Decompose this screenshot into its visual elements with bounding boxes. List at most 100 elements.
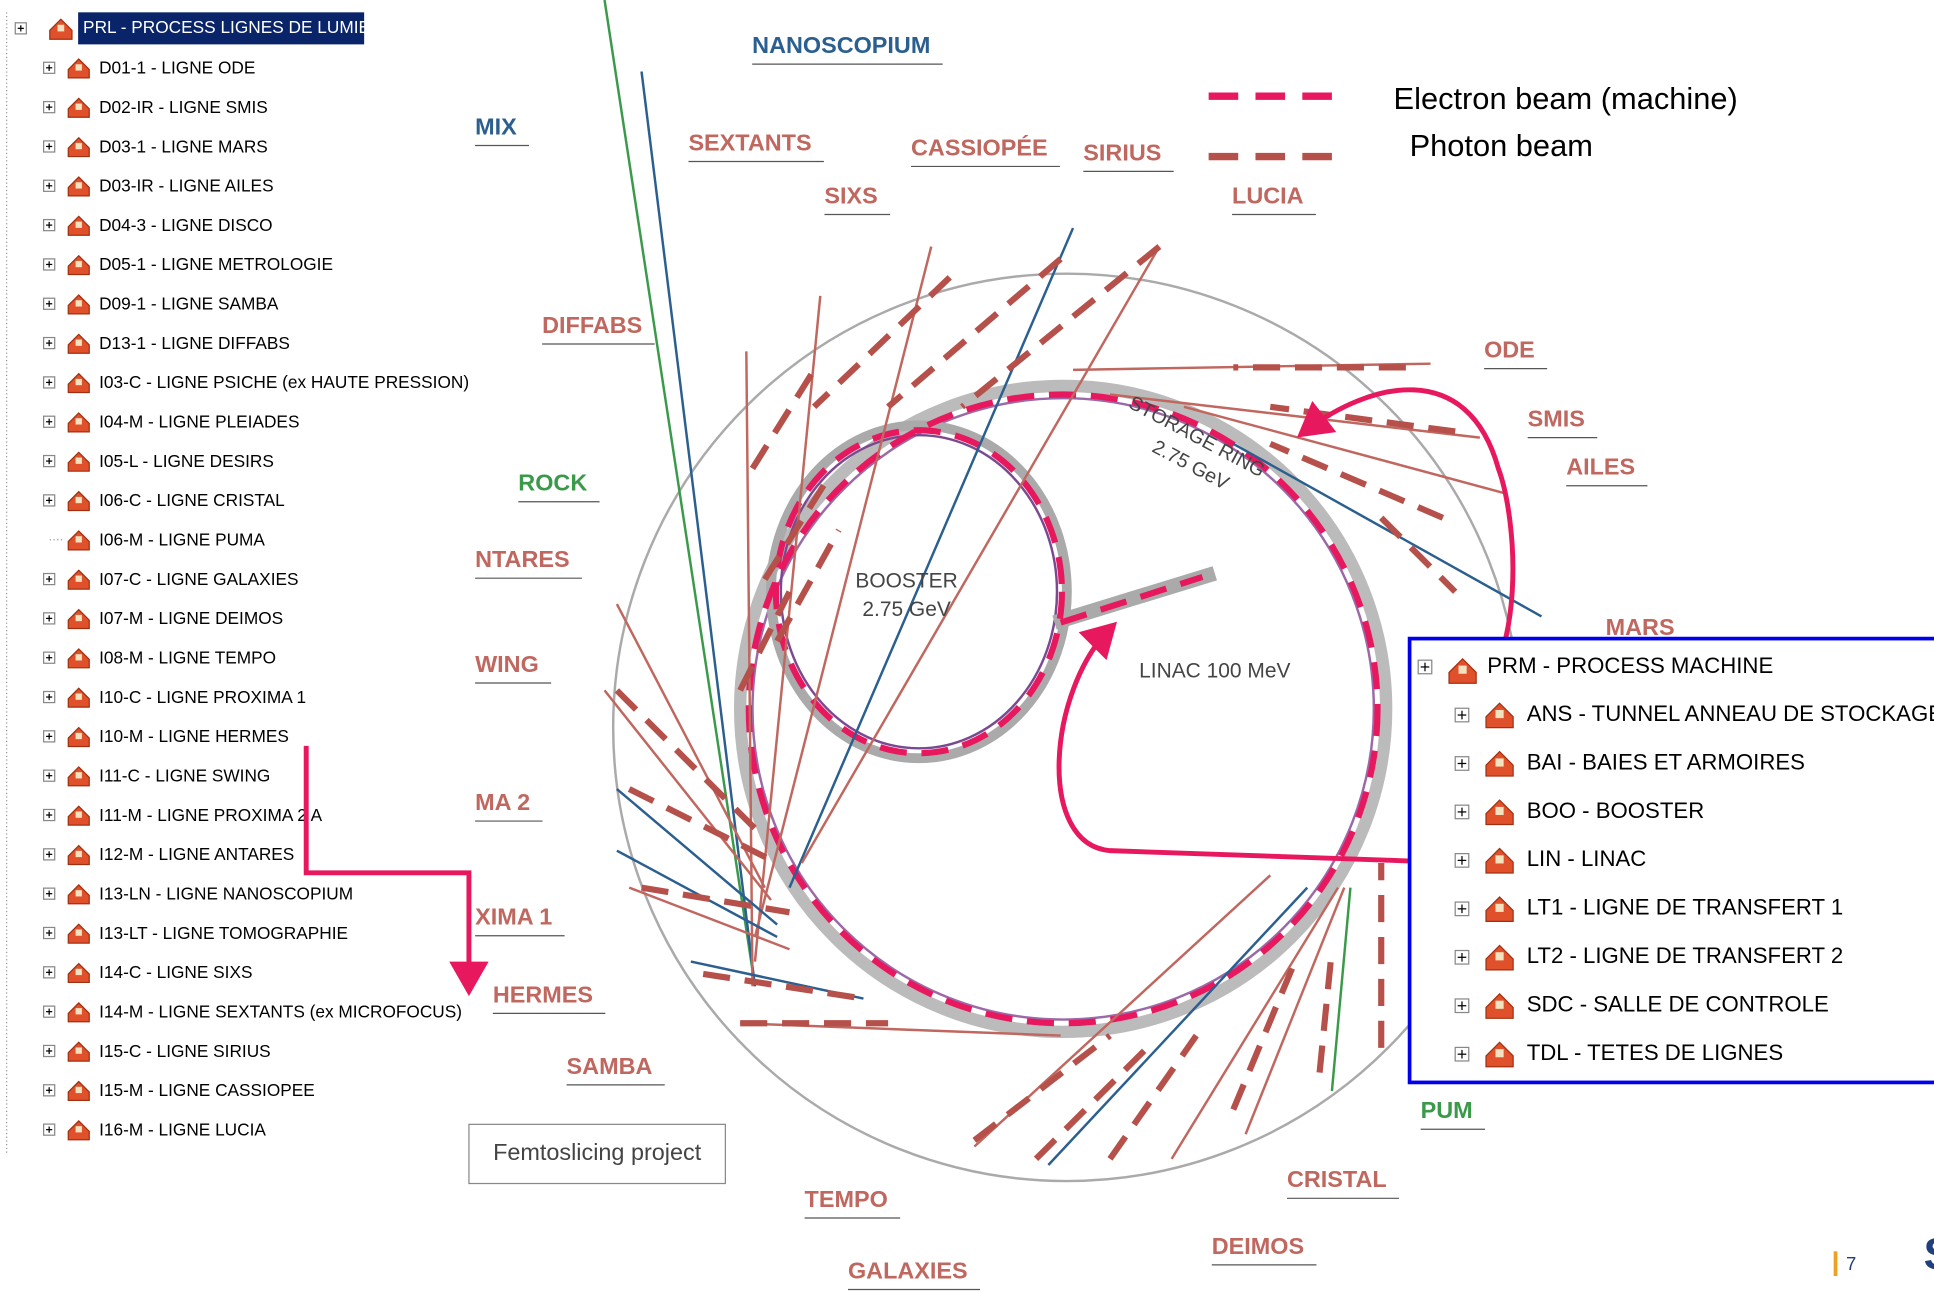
icon — [1496, 807, 1504, 815]
photon-beam — [1381, 518, 1455, 592]
tree-item[interactable]: I14-M - LIGNE SEXTANTS (ex MICROFOCUS) — [99, 1001, 462, 1021]
slide: Femtoslicing project STORAGE RING 2.75 G… — [0, 0, 1934, 1292]
icon — [76, 104, 82, 110]
beamline-label: DIFFABS — [542, 312, 642, 338]
tree-item[interactable]: BOO - BOOSTER — [1527, 798, 1705, 823]
tree-item[interactable]: D03-IR - LIGNE AILES — [99, 176, 273, 196]
icon — [1496, 952, 1504, 960]
beamline-label: LUCIA — [1232, 182, 1304, 208]
tree-root[interactable]: PRL - PROCESS LIGNES DE LUMIERE — [83, 17, 394, 37]
beamline-label: AILES — [1566, 454, 1635, 480]
tree-item[interactable]: I16-M - LIGNE LUCIA — [99, 1119, 266, 1139]
tree-item[interactable]: D01-1 - LIGNE ODE — [99, 58, 255, 78]
beamline-label: SMIS — [1528, 406, 1585, 432]
tree-item[interactable]: I10-C - LIGNE PROXIMA 1 — [99, 687, 306, 707]
beamline-label: GALAXIES — [848, 1257, 968, 1283]
beamline-label: TEMPO — [805, 1186, 888, 1212]
tree-item[interactable]: I11-M - LIGNE PROXIMA 2 A — [99, 805, 323, 825]
beamline — [802, 247, 1160, 863]
icon — [76, 182, 82, 188]
icon — [76, 576, 82, 582]
icon — [1496, 710, 1504, 718]
tree-item[interactable]: D13-1 - LIGNE DIFFABS — [99, 333, 290, 353]
beamline-label: HERMES — [493, 981, 593, 1007]
tree-item[interactable]: I06-M - LIGNE PUMA — [99, 530, 265, 550]
tree-item[interactable]: TDL - TETES DE LIGNES — [1527, 1040, 1783, 1065]
beamlines — [605, 0, 1542, 1165]
tree-item[interactable]: I13-LN - LIGNE NANOSCOPIUM — [99, 883, 353, 903]
icon — [1459, 666, 1467, 674]
beamline-label: XIMA 1 — [475, 904, 552, 930]
icon — [76, 1087, 82, 1093]
tree-item[interactable]: I14-C - LIGNE SIXS — [99, 962, 252, 982]
tree-item[interactable]: LT1 - LIGNE DE TRANSFERT 1 — [1527, 895, 1843, 920]
tree-item[interactable]: I10-M - LIGNE HERMES — [99, 726, 289, 746]
beamline-label: CRISTAL — [1287, 1166, 1387, 1192]
tree-item[interactable]: LT2 - LIGNE DE TRANSFERT 2 — [1527, 943, 1843, 968]
beamline — [1172, 888, 1338, 1159]
photon-beam — [974, 1036, 1110, 1141]
tree-item[interactable]: I03-C - LIGNE PSICHE (ex HAUTE PRESSION) — [99, 372, 469, 392]
icon — [76, 379, 82, 385]
tree-item[interactable]: LIN - LINAC — [1527, 846, 1647, 871]
beamline-label: SIXS — [824, 182, 877, 208]
tree-item[interactable]: ANS - TUNNEL ANNEAU DE STOCKAGE — [1527, 701, 1934, 726]
beamline-label: WING — [475, 651, 539, 677]
beamline — [1233, 444, 1541, 617]
beamline-label: DEIMOS — [1212, 1233, 1304, 1259]
tree-item[interactable]: BAI - BAIES ET ARMOIRES — [1527, 749, 1805, 774]
tree-item[interactable]: D02-IR - LIGNE SMIS — [99, 97, 268, 117]
icon — [76, 143, 82, 149]
icon — [76, 418, 82, 424]
tree-item[interactable]: I08-M - LIGNE TEMPO — [99, 648, 276, 668]
tree-item[interactable]: I15-C - LIGNE SIRIUS — [99, 1041, 271, 1061]
page-number: 7 — [1846, 1253, 1856, 1274]
icon — [76, 458, 82, 464]
icon — [76, 1126, 82, 1132]
tree-item[interactable]: I06-C - LIGNE CRISTAL — [99, 490, 285, 510]
tree-item[interactable]: I11-C - LIGNE SWING — [99, 765, 270, 785]
tree-item[interactable]: I12-M - LIGNE ANTARES — [99, 844, 294, 864]
legend-label: Photon beam — [1410, 128, 1593, 163]
beamline-label: PUM — [1421, 1097, 1473, 1123]
beamline-label: CASSIOPÉE — [911, 133, 1048, 160]
tree-item[interactable]: I07-M - LIGNE DEIMOS — [99, 608, 283, 628]
left-tree: PRL - PROCESS LIGNES DE LUMIERE D01-1 - … — [7, 12, 469, 1152]
tree-item[interactable]: I05-L - LIGNE DESIRS — [99, 451, 274, 471]
linac-label: LINAC 100 MeV — [1139, 659, 1290, 682]
icon — [76, 64, 82, 70]
photon-beam — [1320, 949, 1332, 1072]
icon — [58, 25, 65, 32]
beamline-label: SIRIUS — [1083, 139, 1161, 165]
icon — [76, 261, 82, 267]
beamline-label: ODE — [1484, 337, 1535, 363]
beamline-label: NTARES — [475, 546, 570, 572]
project-label: Femtoslicing project — [493, 1139, 702, 1165]
tree-item[interactable]: I07-C - LIGNE GALAXIES — [99, 569, 298, 589]
tree-item[interactable]: D09-1 - LIGNE SAMBA — [99, 294, 279, 314]
icon — [76, 1008, 82, 1014]
icon — [76, 536, 82, 542]
photon-beam — [1036, 1048, 1147, 1159]
tree-item[interactable]: D04-3 - LIGNE DISCO — [99, 215, 273, 235]
storage-ring — [740, 386, 1386, 1032]
icon — [76, 733, 82, 739]
beamline-label: ROCK — [518, 470, 587, 496]
photon-beam — [1270, 407, 1455, 432]
beamline — [755, 296, 820, 962]
photon-beam — [703, 974, 863, 999]
tree-item[interactable]: SDC - SALLE DE CONTROLE — [1527, 992, 1829, 1017]
tree-item[interactable]: I15-M - LIGNE CASSIOPEE — [99, 1080, 315, 1100]
beamline-label: NANOSCOPIUM — [752, 32, 930, 58]
beamline — [1073, 364, 1431, 370]
right-tree: PRM - PROCESS MACHINE ANS - TUNNEL ANNEA… — [1410, 639, 1934, 1083]
tree-item[interactable]: I04-M - LIGNE PLEIADES — [99, 412, 299, 432]
page: Femtoslicing project STORAGE RING 2.75 G… — [0, 0, 1934, 1292]
icon — [76, 300, 82, 306]
tree-item[interactable]: I13-LT - LIGNE TOMOGRAPHIE — [99, 923, 348, 943]
tree-root[interactable]: PRM - PROCESS MACHINE — [1487, 653, 1773, 678]
icon — [76, 851, 82, 857]
icon — [76, 340, 82, 346]
tree-item[interactable]: D03-1 - LIGNE MARS — [99, 136, 268, 156]
tree-item[interactable]: D05-1 - LIGNE METROLOGIE — [99, 254, 333, 274]
